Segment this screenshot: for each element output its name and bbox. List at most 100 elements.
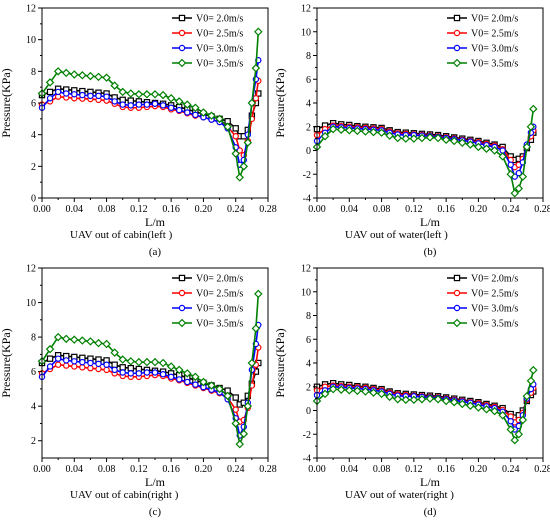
data-point [176,376,183,383]
x-tick-label: 0.04 [341,464,359,475]
data-point [369,388,378,397]
legend-marker [178,29,186,37]
legend-label: V0= 3.5m/s [471,319,518,330]
x-tick-label: 0.16 [437,204,455,215]
data-point [184,109,191,116]
x-tick-label: 0.16 [162,204,180,215]
y-tick-label: 12 [26,264,36,275]
data-point [369,127,378,137]
legend-item-1: V0= 2.0m/s [447,274,518,285]
x-tick-label: 0.12 [405,204,423,215]
data-point [320,132,330,141]
x-tick-label: 0.08 [98,464,116,475]
data-point [522,142,532,152]
data-point [529,104,538,114]
data-point [46,363,54,370]
legend-item-3: V0= 3.0m/s [172,304,243,315]
y-tick-label: 2 [31,436,36,447]
data-point [215,114,224,124]
data-point [142,357,152,367]
legend-item-4: V0= 3.5m/s [447,319,518,330]
y-tick-label: 0 [306,146,311,157]
data-point [63,90,70,97]
data-point [458,138,467,148]
x-tick-label: 0.12 [130,464,148,475]
y-tick-label: 12 [26,4,36,15]
legend-label: V0= 2.0m/s [471,14,518,25]
y-tick-label: 10 [26,35,36,46]
data-point [243,138,253,147]
data-point [126,357,136,366]
legend-item-3: V0= 3.0m/s [447,304,518,315]
data-point [254,289,263,299]
legend-item-3: V0= 3.0m/s [447,44,518,55]
data-point [127,364,134,372]
data-point [239,162,249,171]
data-point [167,104,175,111]
data-point [251,63,261,73]
data-point [151,369,159,376]
legend-marker [452,58,462,68]
data-point [63,357,70,364]
data-point [174,97,184,106]
data-point [159,371,167,378]
legend-label: V0= 3.0m/s [471,304,518,315]
y-axis-label: Pressure(KPa) [273,68,287,137]
data-point [474,142,483,152]
legend-label: V0= 2.5m/s [471,29,518,40]
x-tick-label: 0.08 [373,204,391,215]
legend-label: V0= 3.5m/s [196,319,243,330]
data-point [231,149,240,158]
x-tick-label: 0.24 [502,464,520,475]
data-point [425,133,435,142]
data-point [127,370,134,377]
data-point [215,384,224,394]
data-point [143,101,151,108]
data-point [184,378,191,386]
data-point [507,417,514,425]
x-tick-label: 0.28 [259,464,277,475]
data-point [54,355,62,362]
x-tick-label: 0.12 [405,464,423,475]
data-point [176,106,183,114]
panel-label: (b) [424,246,437,258]
data-point [87,359,94,367]
x-tick-label: 0.04 [341,204,359,215]
y-tick-label: 2 [306,122,311,133]
legend-label: V0= 3.0m/s [196,304,243,315]
data-point [46,88,54,96]
legend: V0= 2.0m/s V0= 2.5m/s V0= 3.0m/s V0= 3.5m/s [447,274,518,330]
data-point [393,394,402,404]
data-point [53,332,63,342]
data-point [142,90,152,99]
y-tick-label: 10 [301,287,311,298]
data-point [54,361,62,368]
data-point [150,357,160,367]
data-point [409,395,419,405]
data-point [441,396,451,406]
y-axis-label: Pressure(KPa) [0,68,13,137]
data-point [336,125,346,134]
data-point [522,392,532,401]
y-tick-label: 8 [306,311,311,322]
legend-label: V0= 3.0m/s [471,44,518,55]
data-point [529,365,538,375]
data-point [158,358,168,368]
data-point [110,81,119,90]
x-tick-label: 0.24 [502,204,520,215]
data-point [192,111,199,119]
data-point [86,71,95,81]
data-point [159,102,167,109]
data-point [143,369,151,376]
data-point [135,370,143,377]
y-tick-label: 4 [31,402,36,413]
data-point [183,100,192,109]
data-point [45,78,55,87]
legend-label: V0= 2.5m/s [196,29,243,40]
plot-area [312,365,538,445]
legend-item-1: V0= 2.0m/s [172,274,243,285]
data-point [474,403,483,412]
x-tick-label: 0.20 [195,464,213,475]
data-point [71,91,78,98]
